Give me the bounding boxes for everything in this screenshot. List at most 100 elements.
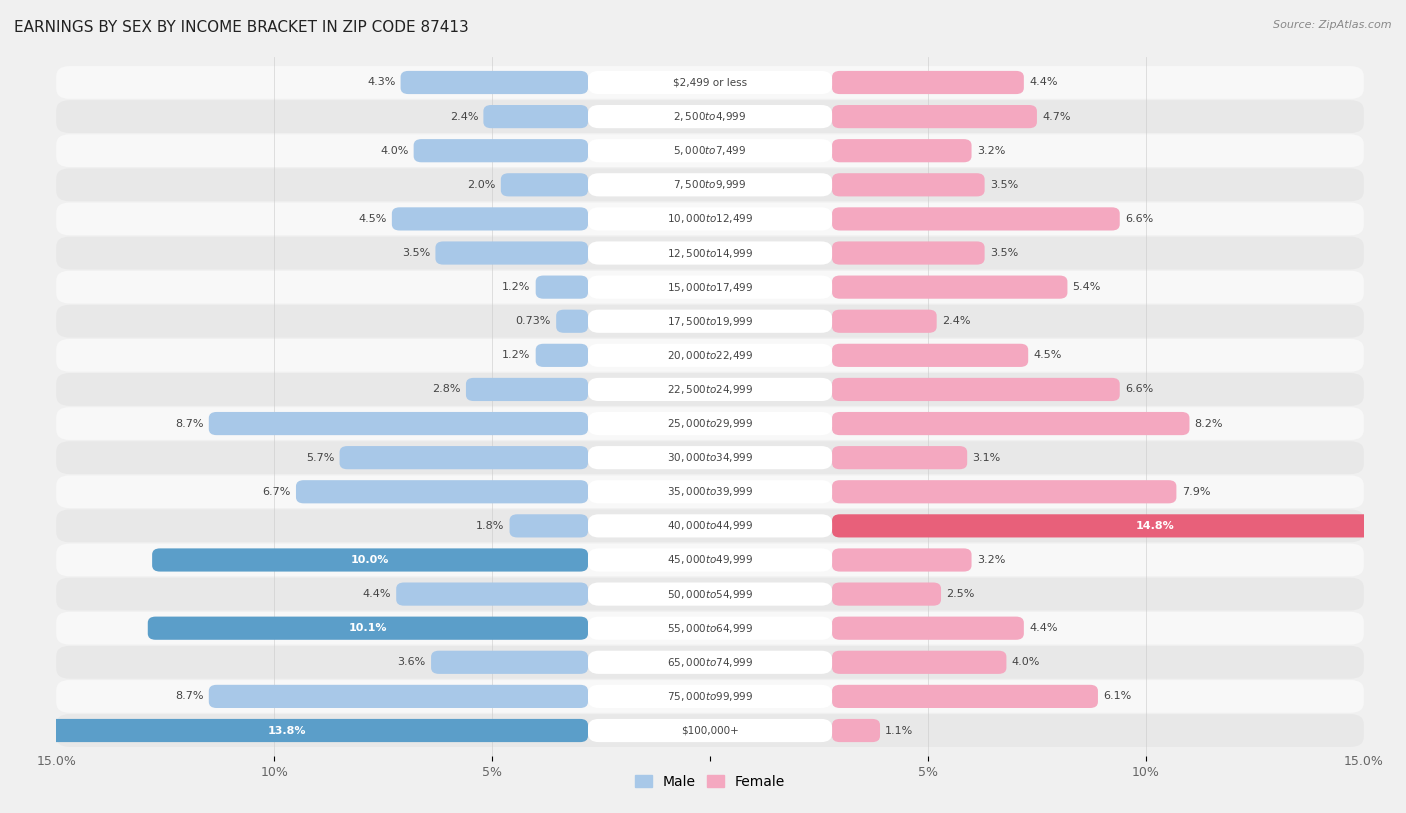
Text: 3.6%: 3.6%	[398, 657, 426, 667]
Text: EARNINGS BY SEX BY INCOME BRACKET IN ZIP CODE 87413: EARNINGS BY SEX BY INCOME BRACKET IN ZIP…	[14, 20, 468, 35]
Text: 8.7%: 8.7%	[176, 419, 204, 428]
Legend: Male, Female: Male, Female	[630, 769, 790, 794]
Text: 1.8%: 1.8%	[475, 521, 505, 531]
FancyBboxPatch shape	[56, 680, 1364, 713]
FancyBboxPatch shape	[56, 271, 1364, 303]
FancyBboxPatch shape	[832, 173, 984, 197]
FancyBboxPatch shape	[56, 612, 1364, 645]
Text: $20,000 to $22,499: $20,000 to $22,499	[666, 349, 754, 362]
FancyBboxPatch shape	[832, 412, 1189, 435]
Text: 4.0%: 4.0%	[380, 146, 408, 156]
Text: 2.8%: 2.8%	[432, 385, 461, 394]
Text: 0.73%: 0.73%	[516, 316, 551, 326]
FancyBboxPatch shape	[832, 719, 880, 742]
Text: 4.5%: 4.5%	[359, 214, 387, 224]
FancyBboxPatch shape	[832, 139, 972, 163]
FancyBboxPatch shape	[832, 105, 1038, 128]
FancyBboxPatch shape	[588, 139, 832, 163]
Text: 3.1%: 3.1%	[973, 453, 1001, 463]
FancyBboxPatch shape	[588, 310, 832, 333]
Text: $100,000+: $100,000+	[681, 725, 740, 736]
Text: 8.2%: 8.2%	[1195, 419, 1223, 428]
FancyBboxPatch shape	[413, 139, 588, 163]
FancyBboxPatch shape	[588, 344, 832, 367]
Text: $25,000 to $29,999: $25,000 to $29,999	[666, 417, 754, 430]
FancyBboxPatch shape	[56, 168, 1364, 201]
Text: $2,500 to $4,999: $2,500 to $4,999	[673, 110, 747, 123]
Text: 15.0%: 15.0%	[1344, 755, 1384, 768]
Text: 6.6%: 6.6%	[1125, 214, 1153, 224]
Text: $15,000 to $17,499: $15,000 to $17,499	[666, 280, 754, 293]
Text: 4.5%: 4.5%	[1033, 350, 1062, 360]
FancyBboxPatch shape	[588, 105, 832, 128]
Text: 2.4%: 2.4%	[942, 316, 970, 326]
FancyBboxPatch shape	[0, 719, 588, 742]
FancyBboxPatch shape	[588, 378, 832, 401]
FancyBboxPatch shape	[588, 276, 832, 298]
Text: $12,500 to $14,999: $12,500 to $14,999	[666, 246, 754, 259]
FancyBboxPatch shape	[588, 616, 832, 640]
Text: 2.4%: 2.4%	[450, 111, 478, 122]
Text: $35,000 to $39,999: $35,000 to $39,999	[666, 485, 754, 498]
Text: 3.5%: 3.5%	[990, 180, 1018, 189]
FancyBboxPatch shape	[56, 510, 1364, 542]
Text: $22,500 to $24,999: $22,500 to $24,999	[666, 383, 754, 396]
Text: $30,000 to $34,999: $30,000 to $34,999	[666, 451, 754, 464]
Text: 13.8%: 13.8%	[269, 725, 307, 736]
FancyBboxPatch shape	[295, 480, 588, 503]
FancyBboxPatch shape	[392, 207, 588, 231]
FancyBboxPatch shape	[536, 344, 588, 367]
Text: $75,000 to $99,999: $75,000 to $99,999	[666, 690, 754, 703]
FancyBboxPatch shape	[588, 412, 832, 435]
FancyBboxPatch shape	[436, 241, 588, 264]
FancyBboxPatch shape	[396, 582, 588, 606]
FancyBboxPatch shape	[832, 310, 936, 333]
FancyBboxPatch shape	[832, 685, 1098, 708]
FancyBboxPatch shape	[832, 344, 1028, 367]
FancyBboxPatch shape	[56, 339, 1364, 372]
Text: 4.4%: 4.4%	[363, 589, 391, 599]
FancyBboxPatch shape	[588, 685, 832, 708]
Text: $40,000 to $44,999: $40,000 to $44,999	[666, 520, 754, 533]
FancyBboxPatch shape	[152, 549, 588, 572]
FancyBboxPatch shape	[56, 202, 1364, 235]
FancyBboxPatch shape	[832, 582, 941, 606]
FancyBboxPatch shape	[832, 276, 1067, 298]
Text: $2,499 or less: $2,499 or less	[673, 77, 747, 88]
FancyBboxPatch shape	[509, 515, 588, 537]
Text: 2.0%: 2.0%	[467, 180, 495, 189]
Text: 4.7%: 4.7%	[1042, 111, 1070, 122]
FancyBboxPatch shape	[588, 719, 832, 742]
Text: 10.1%: 10.1%	[349, 624, 387, 633]
Text: 3.2%: 3.2%	[977, 555, 1005, 565]
Text: Source: ZipAtlas.com: Source: ZipAtlas.com	[1274, 20, 1392, 30]
Text: 4.3%: 4.3%	[367, 77, 395, 88]
FancyBboxPatch shape	[56, 407, 1364, 440]
FancyBboxPatch shape	[56, 476, 1364, 508]
FancyBboxPatch shape	[588, 480, 832, 503]
FancyBboxPatch shape	[832, 650, 1007, 674]
FancyBboxPatch shape	[56, 578, 1364, 611]
Text: 3.5%: 3.5%	[990, 248, 1018, 258]
FancyBboxPatch shape	[832, 446, 967, 469]
Text: 5.7%: 5.7%	[307, 453, 335, 463]
Text: $55,000 to $64,999: $55,000 to $64,999	[666, 622, 754, 635]
FancyBboxPatch shape	[536, 276, 588, 298]
FancyBboxPatch shape	[557, 310, 588, 333]
Text: 4.4%: 4.4%	[1029, 77, 1057, 88]
FancyBboxPatch shape	[588, 515, 832, 537]
FancyBboxPatch shape	[588, 241, 832, 264]
FancyBboxPatch shape	[484, 105, 588, 128]
FancyBboxPatch shape	[432, 650, 588, 674]
Text: 3.2%: 3.2%	[977, 146, 1005, 156]
FancyBboxPatch shape	[588, 173, 832, 197]
Text: 4.4%: 4.4%	[1029, 624, 1057, 633]
Text: 6.6%: 6.6%	[1125, 385, 1153, 394]
FancyBboxPatch shape	[588, 446, 832, 469]
FancyBboxPatch shape	[501, 173, 588, 197]
FancyBboxPatch shape	[588, 650, 832, 674]
FancyBboxPatch shape	[208, 685, 588, 708]
Text: $10,000 to $12,499: $10,000 to $12,499	[666, 212, 754, 225]
Text: $5,000 to $7,499: $5,000 to $7,499	[673, 144, 747, 157]
Text: 6.7%: 6.7%	[263, 487, 291, 497]
